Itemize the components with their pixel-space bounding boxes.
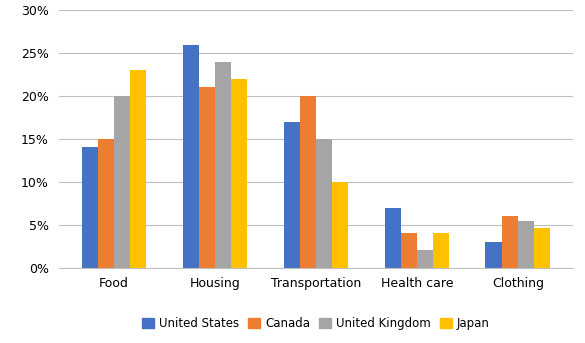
- Bar: [433, 233, 449, 268]
- Bar: [332, 182, 348, 268]
- Bar: [417, 250, 433, 268]
- Bar: [316, 139, 332, 268]
- Legend: United States, Canada, United Kingdom, Japan: United States, Canada, United Kingdom, J…: [137, 312, 494, 334]
- Bar: [98, 139, 114, 268]
- Bar: [183, 45, 199, 268]
- Bar: [300, 96, 316, 268]
- Bar: [518, 221, 534, 268]
- Bar: [215, 62, 231, 268]
- Bar: [114, 96, 130, 268]
- Bar: [534, 228, 550, 268]
- Bar: [231, 79, 247, 268]
- Bar: [501, 216, 518, 268]
- Bar: [284, 122, 300, 268]
- Bar: [401, 233, 417, 268]
- Bar: [130, 70, 146, 268]
- Bar: [384, 208, 401, 268]
- Bar: [486, 242, 501, 268]
- Bar: [199, 87, 215, 268]
- Bar: [82, 147, 98, 268]
